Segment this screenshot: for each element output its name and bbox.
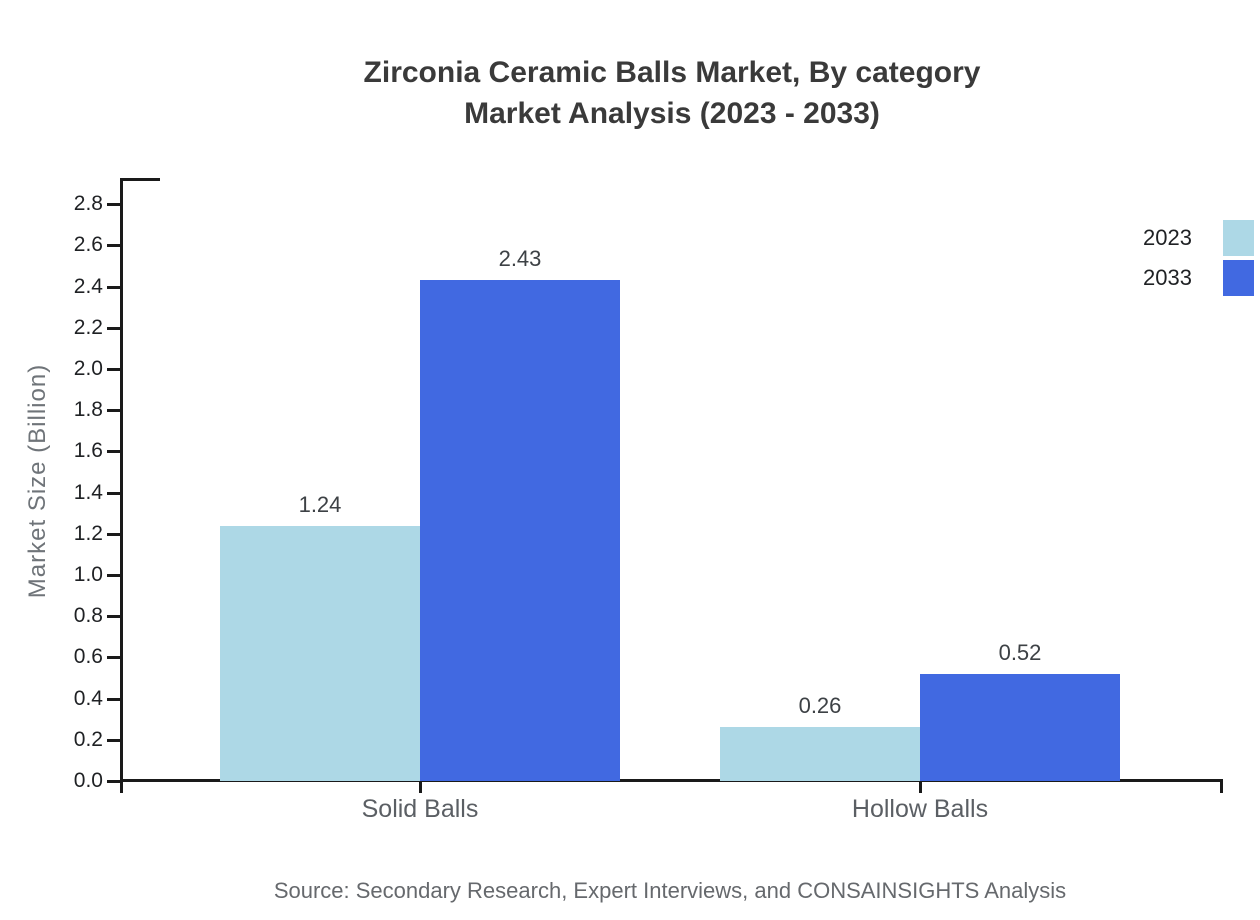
source-note: Source: Secondary Research, Expert Inter…: [273, 878, 1067, 903]
y-tick-label: 2.0: [73, 357, 103, 380]
y-tick-label: 1.4: [73, 480, 103, 504]
y-tick: [107, 697, 122, 701]
bar-value-label: 0.26: [798, 693, 842, 718]
bar-2033-solid-balls: [420, 280, 620, 781]
y-tick-label: 1.6: [73, 439, 103, 463]
y-axis-top-cap: [120, 178, 160, 181]
y-tick: [107, 244, 122, 248]
bar-value-label: 1.24: [298, 492, 342, 517]
y-tick: [107, 738, 122, 742]
y-tick-label: 2.6: [73, 233, 103, 257]
y-tick: [107, 780, 122, 783]
legend-label-2033: 2033: [1143, 265, 1192, 290]
bar-value-label: 2.43: [498, 246, 542, 271]
y-tick-label: 1.0: [73, 563, 103, 586]
y-tick-label: 2.8: [73, 192, 103, 216]
y-tick-label: 0.6: [73, 645, 103, 669]
chart-title-line1: Zirconia Ceramic Balls Market, By catego…: [363, 56, 981, 89]
bar-2033-hollow-balls: [920, 674, 1120, 781]
legend-swatch-2023: [1223, 220, 1254, 256]
x-axis-line: [120, 779, 1223, 782]
y-tick: [107, 409, 122, 413]
y-tick: [107, 450, 122, 454]
y-tick: [107, 285, 122, 289]
x-tick-solid-balls: [419, 782, 422, 793]
legend-swatch-2033: [1223, 260, 1254, 296]
category-label-hollow-balls: Hollow Balls: [851, 795, 989, 823]
y-tick: [107, 656, 122, 660]
x-axis-end-tick: [1220, 779, 1223, 793]
y-tick: [107, 203, 122, 207]
y-tick: [107, 532, 122, 536]
chart-title: Zirconia Ceramic Balls Market, By catego…: [122, 52, 1222, 134]
bar-2023-hollow-balls: [720, 727, 920, 781]
y-tick: [107, 615, 122, 619]
y-tick-label: 2.2: [73, 315, 103, 339]
y-tick-label: 0.0: [73, 769, 103, 792]
y-tick-label: 0.4: [73, 686, 103, 710]
bar-value-label: 0.52: [998, 640, 1042, 665]
x-tick-hollow-balls: [919, 782, 922, 793]
y-tick: [107, 491, 122, 495]
y-tick-label: 0.8: [73, 604, 103, 628]
y-axis-line: [120, 178, 123, 793]
chart-title-line2: Market Analysis (2023 - 2033): [464, 97, 880, 130]
y-tick: [107, 326, 122, 330]
y-tick: [107, 574, 122, 577]
bar-2023-solid-balls: [220, 526, 420, 781]
y-tick: [107, 368, 122, 371]
category-label-solid-balls: Solid Balls: [361, 795, 479, 823]
y-tick-label: 0.2: [73, 727, 103, 751]
y-tick-label: 1.2: [73, 521, 103, 545]
y-tick-label: 2.4: [73, 274, 103, 298]
legend-label-2023: 2023: [1143, 225, 1192, 250]
y-tick-label: 1.8: [73, 398, 103, 422]
